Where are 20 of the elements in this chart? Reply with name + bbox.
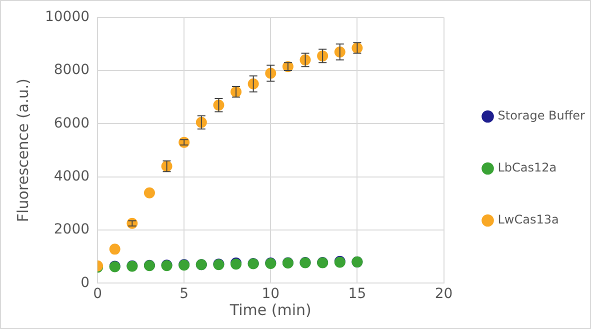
point: [178, 136, 190, 148]
point: [109, 244, 120, 255]
y-tick-label: 8000: [54, 62, 90, 78]
point: [144, 187, 155, 198]
y-tick-label: 10000: [44, 9, 90, 26]
y-tick-label: 0: [80, 274, 90, 291]
x-tick-label: 5: [180, 286, 189, 302]
legend-label: LbCas12a: [498, 160, 557, 175]
x-axis-title: Time (min): [228, 300, 312, 319]
legend-label: Storage Buffer: [498, 108, 586, 123]
legend-label: LwCas13a: [498, 212, 559, 227]
x-tick-label: 0: [93, 286, 102, 302]
y-tick-label: 6000: [54, 115, 90, 132]
point: [126, 218, 138, 229]
x-tick-label: 15: [348, 286, 366, 302]
x-tick-label: 10: [262, 286, 280, 302]
y-tick-label: 4000: [54, 168, 90, 185]
y-tick-label: 2000: [54, 222, 90, 238]
y-axis-title: Fluorescence (a.u.): [14, 78, 32, 222]
x-tick-label: 20: [434, 286, 453, 302]
